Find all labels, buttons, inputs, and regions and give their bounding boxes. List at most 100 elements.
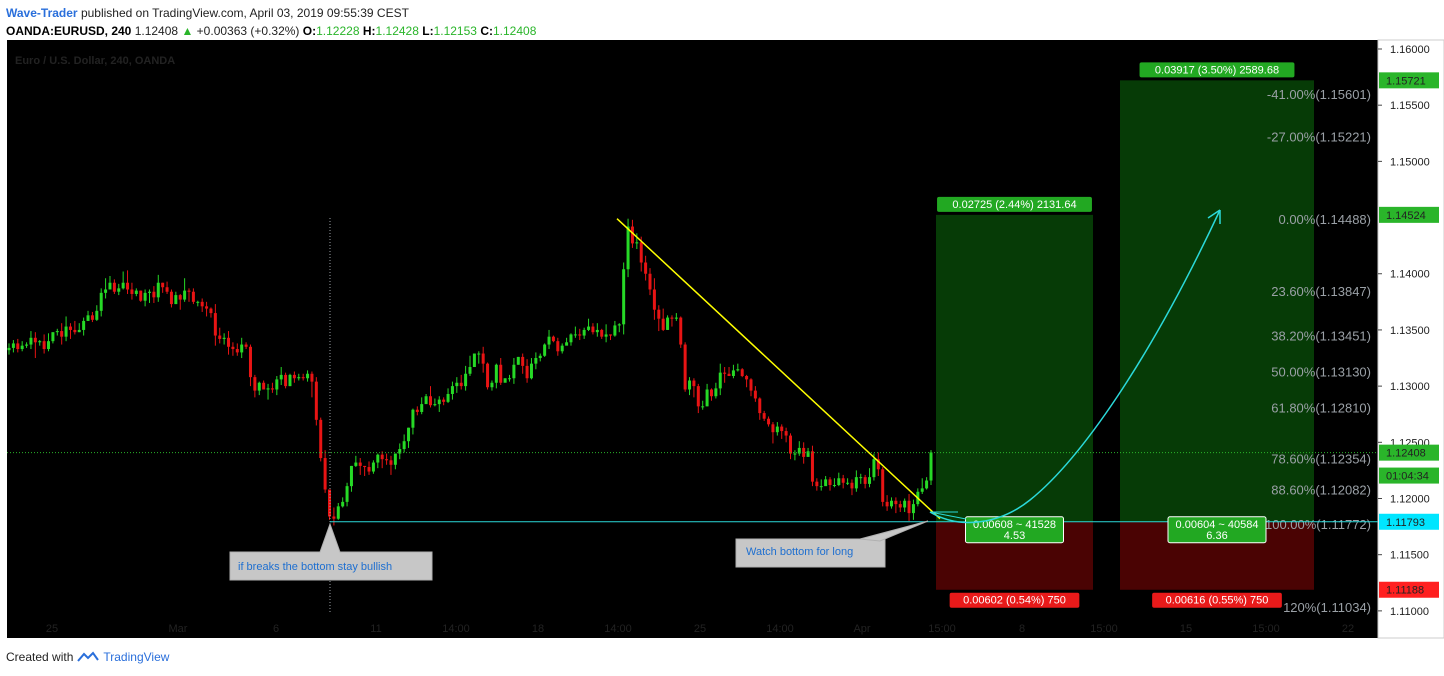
candle-body — [380, 454, 384, 460]
low-key: L: — [422, 24, 434, 38]
price-tag-value: 01:04:34 — [1386, 471, 1429, 483]
x-tick-label: 22 — [1342, 623, 1354, 635]
price-tag — [1379, 444, 1439, 461]
candle-body — [191, 291, 195, 302]
candle-body — [25, 344, 29, 346]
target-label: 0.03917 (3.50%) 2589.68 — [1155, 64, 1279, 76]
candle-body — [143, 292, 147, 301]
candle-body — [692, 380, 696, 387]
candle-body — [709, 389, 713, 397]
candle-body — [477, 353, 481, 355]
fib-level-label: 88.60%(1.12082) — [1271, 482, 1371, 497]
candle-body — [688, 380, 692, 390]
stop-label-box — [1152, 592, 1282, 608]
open-key: O: — [302, 24, 317, 38]
candle-body — [872, 459, 876, 478]
fib-level-label: 120%(1.11034) — [1283, 600, 1371, 615]
candle-body — [60, 331, 64, 337]
candle-body — [7, 347, 11, 351]
candle-body — [569, 334, 573, 343]
candle-body — [147, 291, 151, 293]
symbol-label: OANDA:EURUSD, 240 — [6, 24, 132, 38]
time-axis[interactable] — [7, 612, 1378, 638]
candle-body — [292, 374, 296, 379]
candle-body — [266, 388, 270, 390]
candle-body — [95, 310, 99, 320]
candle-body — [736, 369, 740, 371]
candle-body — [437, 399, 441, 405]
candle-body — [516, 356, 520, 365]
candle-body — [99, 292, 103, 311]
candle-body — [424, 396, 428, 405]
candle-body — [358, 462, 362, 466]
candle-body — [828, 479, 832, 486]
candle-body — [218, 335, 222, 339]
author-link[interactable]: Wave-Trader — [6, 6, 78, 20]
candle-body — [108, 282, 112, 290]
candle-body — [389, 460, 393, 465]
candle-body — [696, 386, 700, 407]
candle-body — [648, 273, 652, 290]
y-tick-label: 1.11000 — [1390, 606, 1429, 618]
candle-body — [459, 382, 463, 387]
candle-body — [450, 386, 454, 394]
candle-body — [841, 478, 845, 483]
candle-body — [253, 377, 257, 391]
candle-body — [613, 325, 617, 336]
candle-body — [319, 419, 323, 459]
candle-body — [745, 376, 749, 380]
candle-body — [885, 501, 889, 507]
candle-body — [525, 365, 529, 379]
candle-body — [508, 378, 512, 380]
candle-body — [275, 379, 279, 390]
ohlc-line: OANDA:EURUSD, 240 1.12408 ▲ +0.00363 (+0… — [6, 22, 536, 40]
publish-info: published on TradingView.com, April 03, … — [80, 6, 409, 20]
candle-body — [815, 481, 819, 487]
candle-body — [499, 364, 503, 383]
x-tick-label: 14:00 — [766, 623, 794, 635]
candle-body — [534, 358, 538, 364]
fib-level-label: 23.60%(1.13847) — [1271, 284, 1371, 299]
close-value: 1.12408 — [492, 24, 537, 38]
candle-body — [626, 226, 630, 270]
x-tick-label: 15:00 — [1252, 623, 1280, 635]
candle-body — [591, 326, 595, 333]
open-value: 1.12228 — [316, 24, 360, 38]
candle-body — [402, 441, 406, 450]
candle-body — [617, 324, 621, 326]
candle-body — [385, 459, 389, 461]
candle-body — [679, 317, 683, 345]
x-tick-label: 18 — [532, 623, 544, 635]
candle-body — [898, 504, 902, 508]
candle-body — [529, 363, 533, 379]
fib-level-label: -27.00%(1.15221) — [1267, 130, 1371, 145]
candle-body — [411, 409, 415, 428]
candle-body — [674, 317, 678, 319]
candle-body — [178, 295, 182, 300]
candle-body — [472, 353, 476, 368]
tradingview-link[interactable]: TradingView — [103, 650, 170, 664]
candle-body — [222, 337, 226, 339]
candle-body — [156, 282, 160, 298]
price-tag — [1379, 467, 1439, 484]
price-axis[interactable] — [1377, 39, 1444, 639]
candle-body — [727, 373, 731, 377]
candle-body — [802, 447, 806, 457]
candle-body — [33, 337, 37, 343]
candle-body — [889, 500, 893, 507]
candle-body — [332, 516, 336, 519]
candle-body — [481, 353, 485, 364]
candle-body — [297, 377, 301, 379]
candle-body — [775, 426, 779, 433]
candle-body — [169, 291, 173, 305]
candle-body — [911, 504, 915, 514]
candle-body — [780, 426, 784, 432]
candle-body — [235, 349, 239, 353]
price-tag-value: 1.15721 — [1386, 75, 1426, 87]
candle-body — [854, 477, 858, 489]
candle-body — [551, 336, 555, 342]
candle-body — [810, 451, 814, 482]
target-label-box — [1139, 62, 1295, 78]
candle-body — [152, 291, 156, 298]
